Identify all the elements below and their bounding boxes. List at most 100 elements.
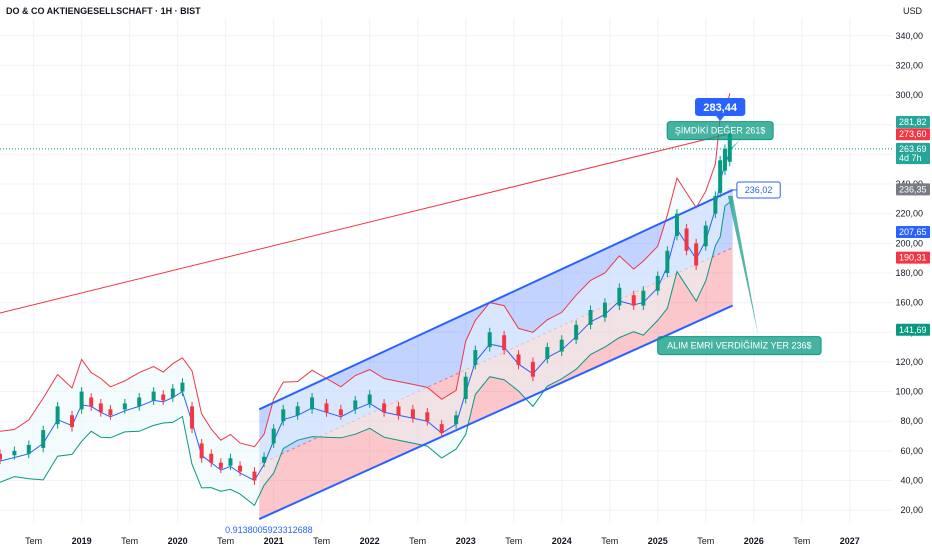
candle-body [55,406,60,425]
y-tick-label: 60,00 [900,446,923,456]
candle-body [530,361,535,377]
candle-body [487,332,492,348]
callout-pointer-top [726,139,741,152]
red-trendline [0,133,728,314]
candle-body [98,403,103,413]
price-label-tag [896,128,930,141]
y-tick-label: 220,00 [895,209,923,219]
candle-body [703,225,708,247]
price-label-tag [896,251,930,264]
candle-body [713,195,718,214]
x-tick-label: Tem [313,536,330,546]
candle-body [228,458,233,466]
annotation-callout: ŞİMDİKİ DEĞER 261$ [666,121,774,141]
y-tick-label: 100,00 [895,387,923,397]
x-tick-label: Tem [121,536,138,546]
channel-upper-line [258,189,734,411]
candle-body [684,228,689,251]
x-tick-label: 2025 [648,536,668,546]
candle-body [396,406,401,416]
channel-lower-line [258,304,734,520]
candle-body [338,409,343,416]
currency-label[interactable]: USD [902,6,922,16]
badge-background [695,97,746,116]
candle-body [631,295,636,306]
x-tick-label: Tem [25,536,42,546]
candle-body [439,424,444,434]
x-tick-label: Tem [601,536,618,546]
x-tick-label: 2027 [840,536,860,546]
candle-body [545,347,550,359]
price-label-tag [896,152,930,165]
price-label-text: 236,35 [899,184,927,194]
x-tick-label: 2020 [168,536,188,546]
candle-body [559,339,564,352]
candle-body [151,391,156,401]
x-tick-label: 2026 [744,536,764,546]
y-tick-label: 300,00 [895,90,923,100]
price-label-text: 281,82 [899,117,927,127]
bollinger-lower [0,201,731,507]
x-tick-label: Tem [697,536,714,546]
candle-body [199,443,204,459]
price-label-text: 207,65 [899,227,927,237]
candle-body [0,453,2,460]
y-tick-label: 40,00 [900,475,923,485]
y-tick-label: 160,00 [895,298,923,308]
candle-body [674,213,679,236]
candle-body [26,444,31,454]
annotation-badge: 283,44 [695,97,746,121]
callout-text: ŞİMDİKİ DEĞER 261$ [675,126,766,136]
price-label-tag [896,225,930,238]
candle-body [108,409,113,416]
candle-body [161,394,166,401]
y-tick-label: 200,00 [895,238,923,248]
candle-body [353,400,358,410]
price-label-tag [896,183,930,196]
x-tick-label: 2023 [456,536,476,546]
candle-body [665,250,670,273]
candle-body [410,409,415,419]
y-tick-label: 20,00 [900,505,923,515]
badge-text: 283,44 [703,102,738,114]
candle-body [89,397,94,407]
price-label-tag [896,116,930,129]
candle-body [209,453,214,463]
bollinger-fill [0,93,730,506]
x-tick-label: Tem [793,536,810,546]
x-tick-label: 2021 [264,536,284,546]
callout-text: ALIM EMRİ VERDİĞİMİZ YER 236$ [667,341,811,351]
candle-body [367,394,372,404]
callout-background [666,121,774,141]
x-tick-label: 2024 [552,536,572,546]
badge-pointer [716,115,725,121]
candle-body [41,430,46,448]
price-label-text: 273,60 [899,129,927,139]
y-tick-label: 340,00 [895,31,923,41]
candle-body [382,403,387,413]
candle-body [718,160,723,193]
candle-body [617,287,622,306]
price-label-text: 141,69 [899,325,927,335]
candle-body [271,428,276,444]
candle-body [516,354,521,365]
candle-body [79,391,84,410]
candle-body [122,403,127,410]
candle-body [238,465,243,472]
candle-body [602,302,607,318]
candle-body [137,397,142,407]
candle-body [463,376,468,399]
candle-body [454,415,459,425]
candle-body [252,471,257,481]
bollinger-upper [0,93,731,448]
x-tick-label: 2022 [360,536,380,546]
price-label-text: 190,31 [899,253,927,263]
x-tick-label: 2019 [72,536,92,546]
badge-text: 236,02 [745,185,773,195]
candle-body [574,324,579,340]
candle-body [694,243,699,266]
candle-body [12,450,17,456]
callout-background [657,336,822,356]
candle-body [473,350,478,365]
